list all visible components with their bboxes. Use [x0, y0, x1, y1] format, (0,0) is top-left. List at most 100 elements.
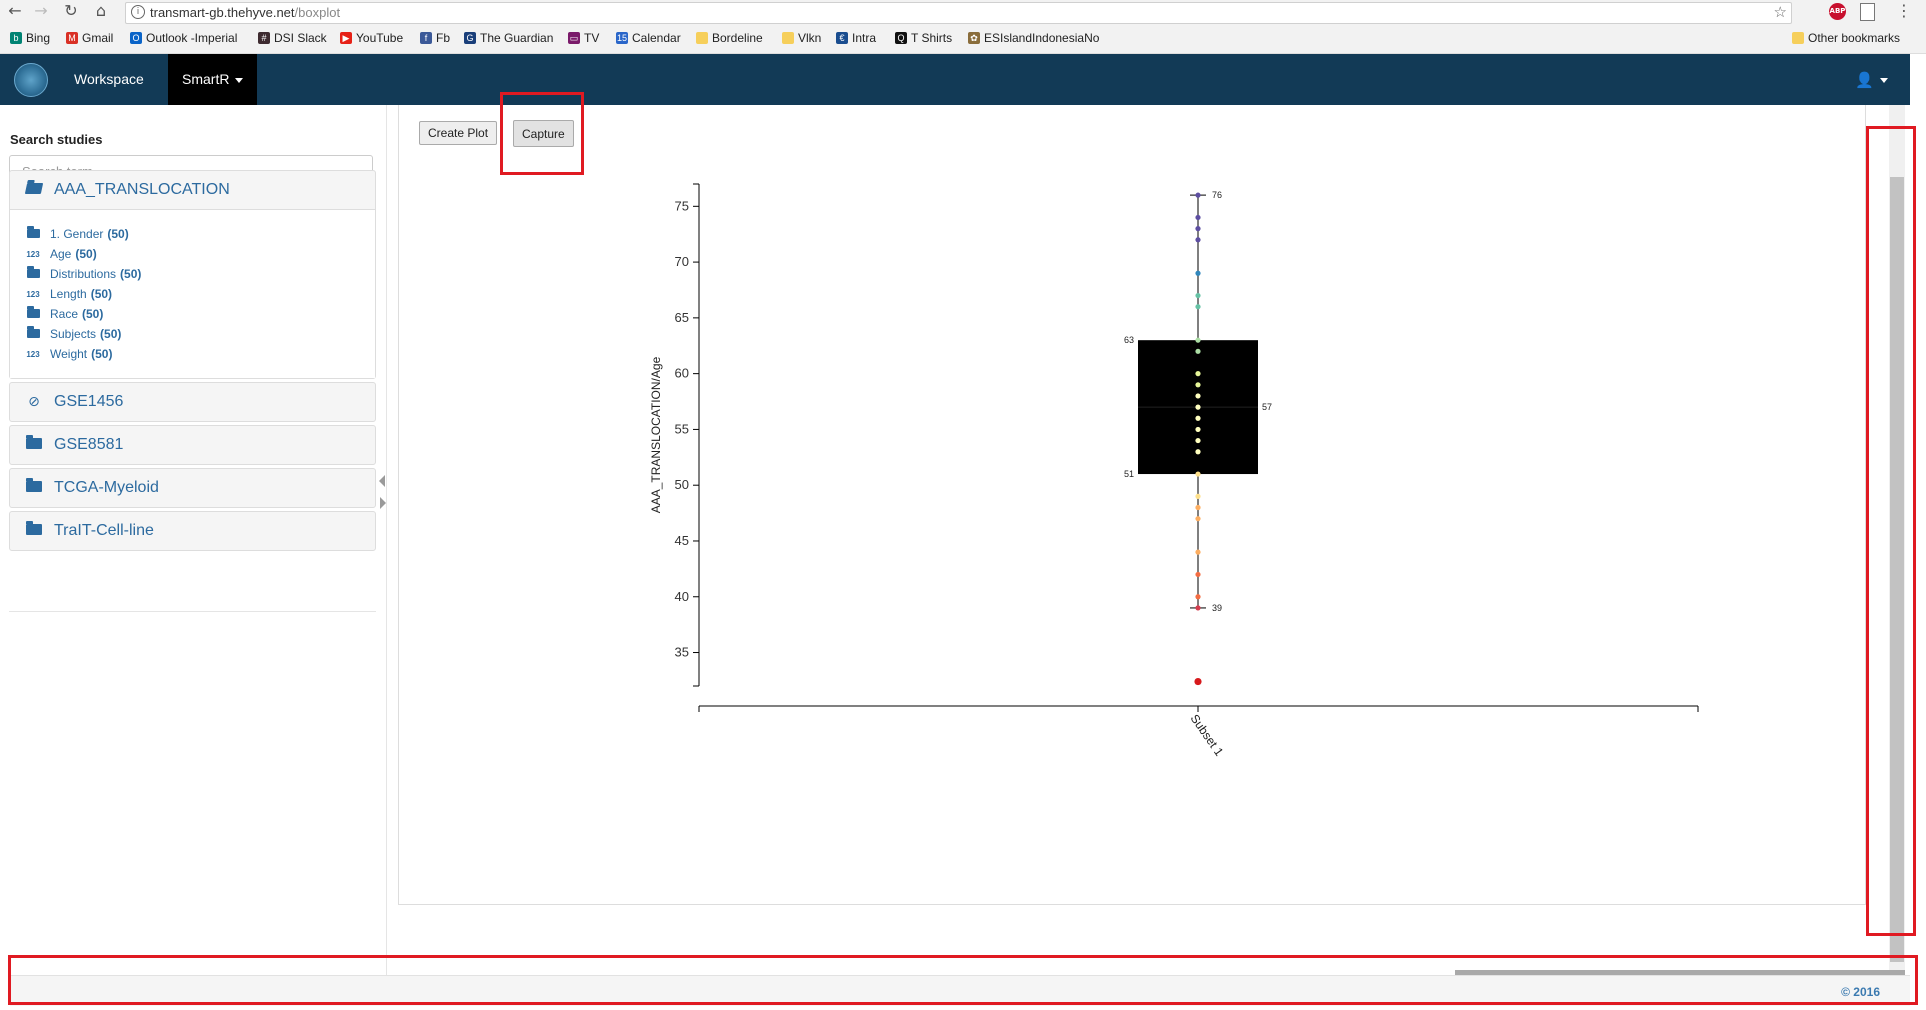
- expand-right-icon[interactable]: [380, 497, 386, 509]
- data-point: [1195, 226, 1201, 232]
- tree-node[interactable]: Subjects (50): [10, 324, 375, 344]
- folder-icon: [782, 32, 794, 44]
- study-panel: TCGA-Myeloid: [9, 468, 376, 508]
- bookmark-item[interactable]: M Gmail: [66, 31, 113, 45]
- tree-node[interactable]: 123 Length (50): [10, 284, 375, 304]
- study-header[interactable]: ⊘ GSE1456: [10, 383, 375, 421]
- highlight-capture: [500, 92, 584, 175]
- data-point: [1195, 270, 1201, 276]
- folder-icon: [26, 325, 40, 340]
- bookmark-item[interactable]: f Fb: [420, 31, 450, 45]
- lower-whisker-label: 39: [1212, 603, 1222, 613]
- bookmark-item[interactable]: Vlkn: [782, 31, 821, 45]
- app-logo[interactable]: [14, 63, 48, 97]
- bookmark-item[interactable]: G The Guardian: [464, 31, 553, 45]
- user-menu[interactable]: 👤: [1855, 71, 1888, 89]
- data-point: [1195, 504, 1201, 511]
- bookmark-favicon-icon: Q: [895, 32, 907, 44]
- study-header[interactable]: TraIT-Cell-line: [10, 512, 375, 550]
- create-plot-button[interactable]: Create Plot: [419, 121, 498, 145]
- tree-node[interactable]: 1. Gender (50): [10, 224, 375, 244]
- bookmark-star-icon[interactable]: ☆: [1773, 3, 1787, 21]
- tree-node[interactable]: Distributions (50): [10, 264, 375, 284]
- forward-icon[interactable]: →: [34, 1, 48, 20]
- data-point: [1195, 292, 1201, 299]
- bookmark-item[interactable]: ▶ YouTube: [340, 31, 403, 45]
- folder-icon: [26, 225, 40, 240]
- nav-smartr[interactable]: SmartR: [168, 54, 258, 105]
- collapse-left-icon[interactable]: [379, 475, 385, 487]
- data-point: [1195, 437, 1201, 444]
- study-header[interactable]: TCGA-Myeloid: [10, 469, 375, 507]
- bookmark-item[interactable]: b Bing: [10, 31, 50, 45]
- bookmark-item[interactable]: ✿ ESIslandIndonesiaNo: [968, 31, 1099, 45]
- bookmark-favicon-icon: f: [420, 32, 432, 44]
- data-point: [1195, 348, 1201, 354]
- nav-workspace[interactable]: Workspace: [74, 71, 144, 87]
- home-icon[interactable]: ⌂: [95, 1, 107, 20]
- other-bookmarks[interactable]: Other bookmarks: [1792, 31, 1900, 45]
- data-point: [1195, 337, 1201, 343]
- study-panel: AAA_TRANSLOCATION 1. Gender (50) 123 Age (50)…: [9, 170, 376, 379]
- highlight-footer: [8, 955, 1918, 1005]
- median-label: 57: [1262, 402, 1272, 412]
- study-header[interactable]: AAA_TRANSLOCATION: [10, 171, 375, 209]
- back-icon[interactable]: ←: [8, 1, 22, 20]
- adblock-icon[interactable]: ABP: [1829, 3, 1846, 20]
- bookmark-item[interactable]: 15 Calendar: [616, 31, 681, 45]
- capture-button[interactable]: Capture: [513, 120, 574, 147]
- data-point: [1195, 371, 1201, 377]
- tree-node[interactable]: Race (50): [10, 304, 375, 324]
- sidebar-divider: [9, 611, 376, 612]
- data-point: [1195, 404, 1201, 410]
- browser-menu-icon[interactable]: ⋮: [1896, 1, 1912, 20]
- info-icon[interactable]: i: [131, 5, 145, 19]
- bookmark-item[interactable]: # DSI Slack: [258, 31, 327, 45]
- tree-node-count: (50): [75, 247, 97, 261]
- address-bar[interactable]: i transmart-gb.thehyve.net/boxplot ☆: [125, 2, 1792, 24]
- tree-node[interactable]: 123 Age (50): [10, 244, 375, 264]
- folder-icon: [26, 305, 40, 320]
- app-navbar: Workspace SmartR 👤: [0, 54, 1910, 105]
- highlight-scrollbar: [1866, 126, 1916, 936]
- horizontal-scrollbar-thumb[interactable]: [1455, 970, 1905, 975]
- bookmark-label: Fb: [436, 31, 451, 45]
- bookmark-label: T Shirts: [911, 31, 953, 45]
- vertical-scrollbar-thumb[interactable]: [1890, 177, 1904, 962]
- folder-icon: [24, 478, 44, 496]
- bookmark-favicon-icon: 15: [616, 32, 628, 44]
- study-name: TraIT-Cell-line: [54, 522, 154, 539]
- study-panel: ⊘ GSE1456: [9, 382, 376, 422]
- bookmark-label: Bing: [26, 31, 51, 45]
- y-tick-label: 70: [675, 254, 689, 269]
- bookmark-favicon-icon: M: [66, 32, 78, 44]
- bookmark-item[interactable]: Bordeline: [696, 31, 763, 45]
- study-panel: GSE8581: [9, 425, 376, 465]
- bookmark-favicon-icon: b: [10, 32, 22, 44]
- tree-node[interactable]: 123 Weight (50): [10, 344, 375, 364]
- bookmark-item[interactable]: € Intra: [836, 31, 876, 45]
- data-point: [1195, 382, 1201, 388]
- ban-icon: ⊘: [28, 394, 40, 410]
- data-point: [1195, 393, 1201, 399]
- outlier-point: [1194, 677, 1202, 686]
- y-tick-label: 55: [675, 421, 689, 436]
- numeric-icon: 123: [26, 349, 40, 359]
- tree-node-count: (50): [120, 267, 142, 281]
- data-point: [1195, 549, 1201, 555]
- study-header[interactable]: GSE8581: [10, 426, 375, 464]
- bookmark-item[interactable]: ▭ TV: [568, 31, 599, 45]
- tree-node-label: Subjects: [50, 327, 97, 341]
- q1-label: 51: [1124, 469, 1134, 479]
- x-tick-label: Subset 1: [1188, 712, 1227, 759]
- bookmark-label: Calendar: [632, 31, 681, 45]
- copyright-text: © 2016: [1841, 985, 1880, 999]
- reload-icon[interactable]: ↻: [64, 1, 78, 20]
- bookmark-label: Gmail: [82, 31, 114, 45]
- extension-doc-icon[interactable]: [1860, 3, 1875, 21]
- study-name: TCGA-Myeloid: [54, 479, 159, 496]
- data-point: [1195, 237, 1201, 243]
- data-point: [1195, 493, 1201, 499]
- bookmark-item[interactable]: O Outlook -Imperial: [130, 31, 237, 45]
- bookmark-item[interactable]: Q T Shirts: [895, 31, 952, 45]
